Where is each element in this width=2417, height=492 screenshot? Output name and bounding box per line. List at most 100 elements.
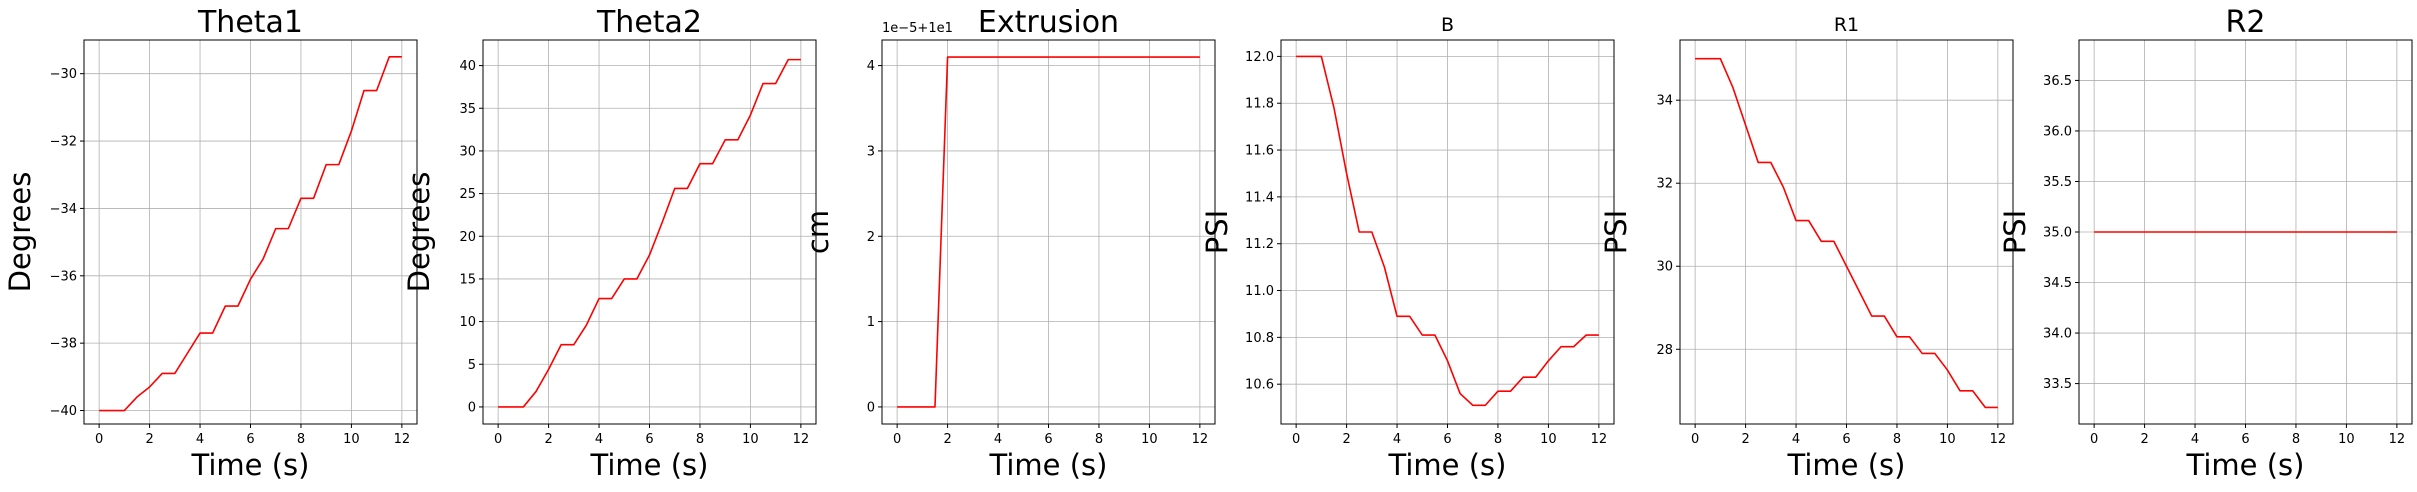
y-tick-label: −32 [50,135,77,150]
y-tick-label: 36.0 [2043,124,2072,139]
y-tick-label: 11.0 [1245,284,1274,299]
series-line [1695,57,1998,409]
y-tick-label: 11.8 [1245,97,1274,112]
chart-title: R1 [1834,14,1859,36]
x-tick-label: 10 [2338,432,2355,447]
y-tick-label: 11.4 [1245,190,1274,205]
chart-panel-4: 0 2 4 6 8 10 12 10.6 10.8 11.0 11.2 11.4 11.6 11.8 12.… [1200,14,1615,482]
axis-offset-label: 1e−5+1e1 [882,21,953,36]
x-tick-label: 2 [1342,432,1350,447]
x-tick-label: 8 [1893,432,1901,447]
y-tick-label: 11.6 [1245,144,1274,159]
x-tick-label: 4 [994,432,1002,447]
series-line [498,58,801,408]
y-tick-label: 35 [459,102,476,117]
x-axis-label: Time (s) [191,448,310,482]
x-tick-label: 4 [595,432,603,447]
x-tick-label: 2 [2140,432,2148,447]
x-tick-label: 6 [246,432,254,447]
y-tick-label: 30 [1656,260,1673,275]
x-tick-label: 12 [1192,432,1209,447]
series-line [1296,55,1599,407]
y-tick-label: 0 [468,400,476,415]
y-tick-label: 34.5 [2043,276,2072,291]
series-line [897,56,1200,408]
y-tick-label: 35.0 [2043,226,2072,241]
series-line [99,56,402,412]
x-tick-label: 2 [145,432,153,447]
chart-panel-2: 0 2 4 6 8 10 12 0 5 10 15 20 25 30 35 40 Theta2 Time (s) D… [402,5,817,482]
y-tick-label: 34 [1656,94,1673,109]
y-tick-label: −30 [50,67,77,82]
x-axis-label: Time (s) [1388,448,1507,482]
y-tick-label: 35.5 [2043,175,2072,190]
y-tick-label: 4 [867,59,875,74]
y-axis-label: PSI [1998,210,2032,254]
y-tick-label: 10 [459,315,476,330]
x-tick-label: 0 [1292,432,1300,447]
x-tick-label: 6 [1044,432,1052,447]
chart-title: B [1441,14,1454,36]
x-tick-label: 4 [196,432,204,447]
y-tick-label: 15 [459,272,476,287]
chart-panel-6: 0 2 4 6 8 10 12 33.5 34.0 34.5 35.0 35.5 36.0 36.5 R2 T… [1998,5,2413,482]
x-tick-label: 12 [394,432,411,447]
x-axis-label: Time (s) [989,448,1108,482]
y-axis-label: Degrees [3,172,37,293]
y-tick-label: 1 [867,315,875,330]
y-tick-label: 34.0 [2043,327,2072,342]
x-tick-label: 10 [742,432,759,447]
y-tick-label: 12.0 [1245,50,1274,65]
y-tick-label: 0 [867,400,875,415]
y-tick-label: 30 [459,144,476,159]
x-tick-label: 6 [2241,432,2249,447]
x-tick-label: 2 [943,432,951,447]
x-tick-label: 10 [343,432,360,447]
chart-title: Extrusion [978,5,1119,40]
x-tick-label: 6 [1443,432,1451,447]
chart-title: R2 [2226,5,2266,40]
x-axis-label: Time (s) [590,448,709,482]
x-tick-label: 10 [1939,432,1956,447]
x-tick-label: 0 [1691,432,1699,447]
y-axis-label: PSI [1599,210,1633,254]
y-tick-label: 3 [867,144,875,159]
y-tick-label: −38 [50,337,77,352]
y-axis-label: cm [801,210,835,254]
x-tick-label: 10 [1141,432,1158,447]
x-tick-label: 0 [893,432,901,447]
y-tick-label: −34 [50,202,77,217]
x-tick-label: 8 [297,432,305,447]
y-tick-label: 33.5 [2043,377,2072,392]
x-tick-label: 0 [95,432,103,447]
x-tick-label: 12 [1591,432,1608,447]
y-tick-label: 10.6 [1245,378,1274,393]
y-tick-label: −40 [50,404,77,419]
x-axis-label: Time (s) [2186,448,2305,482]
chart-panel-5: 0 2 4 6 8 10 12 28 30 32 34 R1 Time (s) PSI [1599,14,2014,482]
chart-panel-1: 0 2 4 6 8 10 12 −40 −38 −36 −34 −32 −30 Theta1 Time (s… [3,5,418,482]
x-tick-label: 2 [1741,432,1749,447]
y-axis-label: PSI [1200,210,1234,254]
y-tick-label: 2 [867,230,875,245]
x-axis-label: Time (s) [1787,448,1906,482]
y-tick-label: 28 [1656,343,1673,358]
x-tick-label: 12 [1990,432,2007,447]
x-tick-label: 4 [1792,432,1800,447]
x-tick-label: 0 [2090,432,2098,447]
x-tick-label: 0 [494,432,502,447]
chart-title: Theta2 [596,5,702,40]
chart-title: Theta1 [197,5,303,40]
y-tick-label: 40 [459,59,476,74]
x-tick-label: 8 [1095,432,1103,447]
x-tick-label: 8 [2292,432,2300,447]
y-tick-label: −36 [50,269,77,284]
x-tick-label: 12 [2389,432,2406,447]
y-tick-label: 36.5 [2043,74,2072,89]
y-tick-label: 32 [1656,177,1673,192]
x-tick-label: 8 [1494,432,1502,447]
y-tick-label: 20 [459,230,476,245]
x-tick-label: 4 [2191,432,2199,447]
y-tick-label: 10.8 [1245,331,1274,346]
